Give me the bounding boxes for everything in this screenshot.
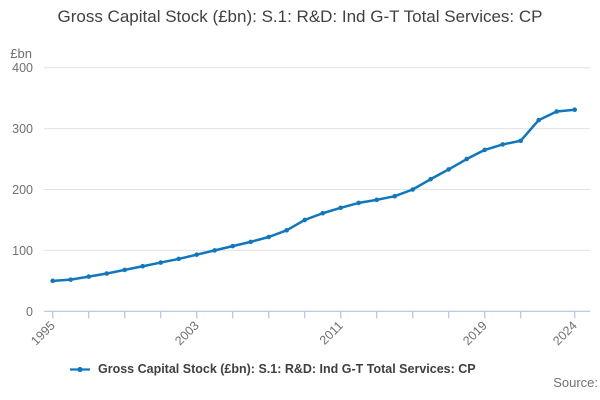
source-label: Source: bbox=[553, 375, 598, 390]
x-tick-label: 2011 bbox=[317, 318, 346, 347]
data-point bbox=[392, 193, 398, 199]
x-tick-label: 2003 bbox=[172, 318, 202, 348]
x-tick-label: 1995 bbox=[28, 318, 58, 348]
data-point bbox=[320, 210, 326, 216]
data-point bbox=[284, 228, 290, 233]
data-point bbox=[104, 271, 109, 276]
data-point bbox=[68, 277, 73, 282]
data-point bbox=[464, 156, 470, 162]
data-point bbox=[482, 147, 488, 153]
data-point bbox=[374, 197, 380, 203]
data-point bbox=[212, 248, 217, 253]
data-point bbox=[158, 260, 163, 265]
x-tick-label: 2024 bbox=[550, 318, 580, 348]
data-point bbox=[518, 138, 523, 144]
data-point bbox=[248, 239, 253, 245]
data-point bbox=[122, 267, 127, 273]
data-point bbox=[86, 274, 91, 279]
data-point bbox=[302, 217, 308, 223]
data-point bbox=[446, 167, 452, 172]
y-tick-label: 400 bbox=[12, 61, 33, 75]
data-point bbox=[554, 109, 559, 114]
data-point bbox=[230, 243, 235, 249]
data-point bbox=[428, 176, 434, 182]
y-tick-label: 300 bbox=[12, 122, 33, 136]
data-point bbox=[572, 107, 577, 113]
y-axis-unit-label: £bn bbox=[10, 46, 32, 61]
data-point bbox=[140, 263, 145, 269]
legend-label: Gross Capital Stock (£bn): S.1: R&D: Ind… bbox=[98, 362, 476, 376]
data-point bbox=[356, 200, 362, 206]
data-line bbox=[51, 108, 576, 283]
legend-line-marker-icon bbox=[70, 366, 90, 372]
data-point bbox=[266, 234, 272, 240]
data-point bbox=[50, 278, 55, 284]
legend: Gross Capital Stock (£bn): S.1: R&D: Ind… bbox=[70, 362, 476, 376]
data-point bbox=[410, 187, 416, 192]
data-point bbox=[500, 142, 506, 147]
y-tick-label: 100 bbox=[12, 244, 33, 258]
data-point bbox=[176, 256, 181, 262]
y-tick-label: 200 bbox=[12, 183, 33, 197]
x-tick-label: 2019 bbox=[460, 318, 490, 348]
data-point bbox=[536, 117, 541, 123]
data-point bbox=[194, 252, 199, 257]
y-tick-label: 0 bbox=[26, 305, 33, 319]
data-point bbox=[338, 205, 344, 211]
chart-title: Gross Capital Stock (£bn): S.1: R&D: Ind… bbox=[57, 7, 543, 26]
